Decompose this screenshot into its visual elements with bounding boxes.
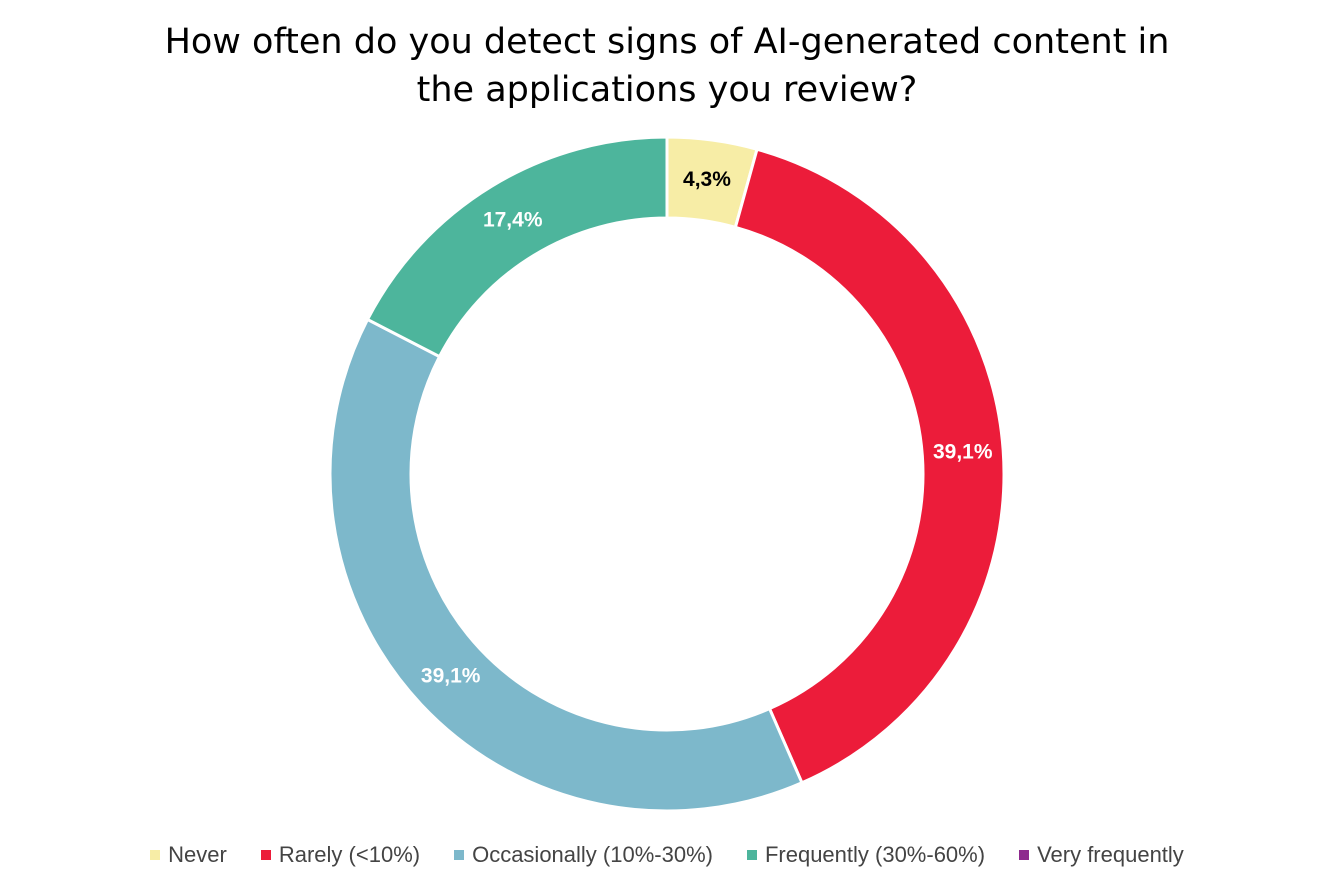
legend-swatch (454, 850, 465, 860)
chart-title: How often do you detect signs of AI-gene… (164, 22, 1170, 110)
legend-item: Occasionally (10%-30%) (454, 842, 713, 868)
legend: Never Rarely (<10%) Occasionally (10%-30%)… (0, 842, 1334, 868)
legend-label: Occasionally (10%-30%) (472, 842, 713, 867)
legend-label: Very frequently (1037, 842, 1184, 867)
legend-swatch (1019, 850, 1030, 860)
value-label: 4,3% (683, 168, 731, 191)
donut-slice (365, 135, 669, 359)
legend-label: Never (168, 842, 227, 867)
value-label: 17,4% (483, 208, 543, 231)
legend-swatch (150, 850, 161, 860)
value-label: 39,1% (933, 441, 993, 464)
legend-swatch (746, 850, 757, 860)
legend-item: Very frequently (1019, 842, 1184, 868)
legend-label: Frequently (30%-60%) (764, 842, 986, 867)
legend-item: Rarely (<10%) (260, 842, 421, 868)
donut-slice (733, 147, 1006, 785)
legend-label: Rarely (<10%) (278, 842, 421, 867)
legend-swatch (260, 850, 271, 860)
donut-slice (328, 317, 804, 813)
legend-item: Frequently (30%-60%) (746, 842, 986, 868)
legend-item: Never (150, 842, 227, 868)
value-label: 39,1% (421, 664, 481, 687)
